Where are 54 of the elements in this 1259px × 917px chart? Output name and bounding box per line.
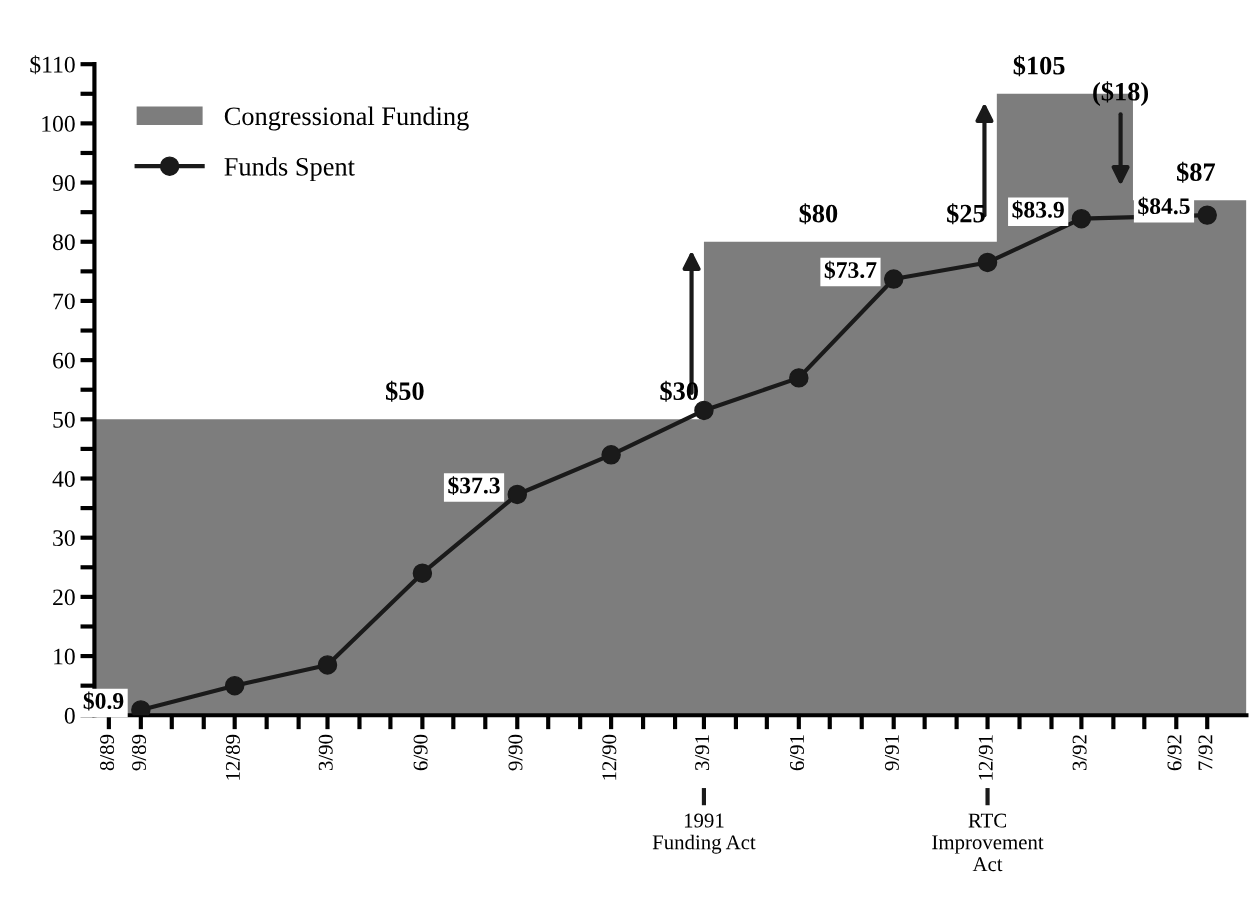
legend-label: Funds Spent xyxy=(224,157,355,182)
data-label: $0.9 xyxy=(83,691,124,711)
x-tick-label: 6/92 xyxy=(1167,735,1182,771)
y-tick-label: 90 xyxy=(52,175,75,191)
y-tick-label: 60 xyxy=(53,352,75,369)
x-tick-label: 12/90 xyxy=(602,734,617,780)
point xyxy=(601,445,621,465)
annotation: $25 xyxy=(947,203,985,225)
x-tick-label: 8/89 xyxy=(100,734,115,771)
annotation: $50 xyxy=(386,380,424,402)
y-tick-label: 100 xyxy=(42,115,75,132)
annotation: $105 xyxy=(1013,55,1065,77)
legend-label: Congressional Funding xyxy=(224,106,469,131)
annotation: ($18) xyxy=(1093,81,1149,106)
y-tick-label: 50 xyxy=(53,411,75,428)
annotation: $87 xyxy=(1177,161,1216,183)
annotation: $80 xyxy=(799,203,838,225)
x-tick-label: 3/92 xyxy=(1072,735,1087,771)
point xyxy=(412,563,433,583)
y-tick-label: 0 xyxy=(64,707,75,724)
annotation: $30 xyxy=(660,380,698,402)
point xyxy=(1071,208,1092,229)
point xyxy=(507,484,527,505)
x-tick-label: 9/90 xyxy=(508,734,523,771)
y-tick-label: 40 xyxy=(52,471,75,487)
ref-line-label: RTC Improvement Act xyxy=(932,813,1044,872)
y-tick-label: 80 xyxy=(52,234,75,251)
x-tick-label: 9/91 xyxy=(884,735,899,771)
data-label: $84.5 xyxy=(1138,196,1190,216)
point xyxy=(1197,205,1217,225)
x-tick-label: 7/92 xyxy=(1198,735,1213,770)
point xyxy=(789,368,809,388)
point xyxy=(694,400,714,421)
x-tick-label: 3/91 xyxy=(695,735,710,771)
y-tick-label: $110 xyxy=(30,55,75,75)
data-label: $73.7 xyxy=(824,260,877,280)
x-tick-label: 9/89 xyxy=(131,734,147,771)
point xyxy=(317,655,338,675)
point xyxy=(224,675,245,696)
point xyxy=(977,252,998,273)
x-tick-label: 12/89 xyxy=(225,734,240,780)
y-tick-label: 10 xyxy=(54,648,75,665)
x-tick-label: 12/91 xyxy=(978,735,993,780)
x-tick-label: 3/90 xyxy=(318,734,333,771)
ref-line-label: 1991 Funding Act xyxy=(652,813,756,854)
point xyxy=(131,700,151,716)
y-tick-label: 30 xyxy=(53,530,75,547)
y-tick-label: 70 xyxy=(53,293,75,310)
data-label: $83.9 xyxy=(1012,200,1064,220)
x-tick-label: 6/90 xyxy=(413,734,428,771)
data-label: $37.3 xyxy=(448,476,500,496)
y-tick-label: 20 xyxy=(53,589,75,606)
point xyxy=(883,269,904,289)
x-tick-label: 6/91 xyxy=(790,735,805,771)
